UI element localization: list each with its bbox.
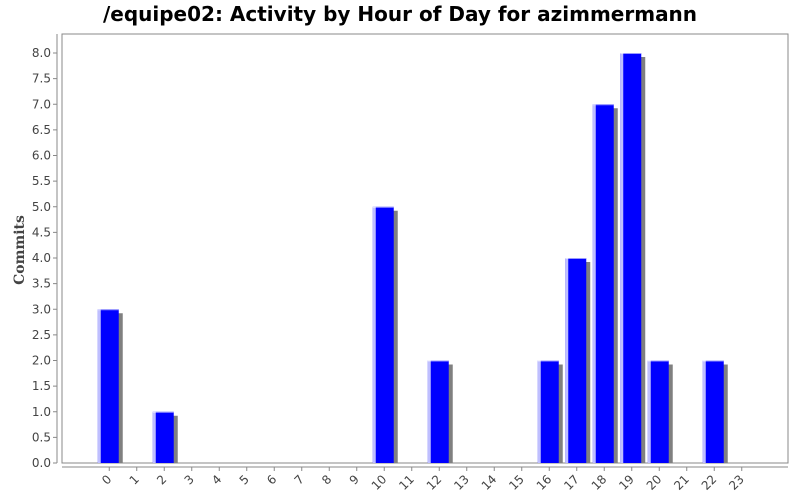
x-tick-label: 18	[589, 472, 610, 493]
bar	[647, 360, 669, 463]
x-tick-label: 19	[616, 472, 637, 493]
chart-title: /equipe02: Activity by Hour of Day for a…	[102, 2, 698, 26]
y-tick-label: 4.5	[32, 225, 51, 239]
y-axis: 0.0 0.5 1.0 1.5 2.0 2.5 3.0 3.5 4.0 4.5 5.0 5.5 6.0 6…	[32, 34, 58, 470]
x-tick-label: 13	[451, 472, 472, 493]
x-tick-label: 1	[127, 472, 142, 487]
x-tick-label: 21	[671, 472, 692, 493]
x-tick-label: 10	[369, 472, 390, 493]
x-axis: 0 1 2 3 4 5 6 7 8 9 10 11 12 13 14 15 16 17 18 19 20 21 22 23	[62, 466, 788, 493]
x-tick-label: 9	[347, 472, 362, 487]
bar	[427, 360, 449, 463]
x-tick-label: 22	[699, 472, 720, 493]
bar-highlight	[620, 53, 624, 463]
x-tick-label: 8	[319, 472, 334, 487]
y-tick-label: 2.0	[32, 354, 51, 368]
y-tick-label: 2.5	[32, 328, 51, 342]
y-tick-label: 1.5	[32, 379, 51, 393]
bar	[565, 258, 587, 463]
bar	[620, 53, 642, 463]
bar	[152, 411, 174, 463]
bar-highlight	[702, 360, 706, 463]
x-tick-label: 12	[424, 472, 445, 493]
y-tick-label: 1.0	[32, 405, 51, 419]
bar	[702, 360, 724, 463]
bar-highlight	[427, 360, 431, 463]
y-tick-label: 0.5	[32, 430, 51, 444]
bar	[537, 360, 559, 463]
bar-highlight	[537, 360, 541, 463]
x-tick-label: 7	[292, 472, 307, 487]
y-tick-label: 6.0	[32, 149, 51, 163]
bar	[372, 206, 394, 463]
x-tick-label: 5	[237, 472, 252, 487]
x-tick-label: 23	[726, 472, 747, 493]
bar-highlight	[152, 411, 156, 463]
bars	[97, 53, 728, 463]
y-tick-label: 7.0	[32, 97, 51, 111]
y-tick-label: 5.0	[32, 200, 51, 214]
y-tick-label: 4.0	[32, 251, 51, 265]
y-tick-label: 8.0	[32, 46, 51, 60]
y-axis-label: Commits	[12, 215, 28, 285]
bar-highlight	[565, 258, 569, 463]
x-tick-label: 15	[506, 472, 527, 493]
x-tick-label: 4	[209, 472, 224, 487]
x-tick-label: 16	[534, 472, 555, 493]
bar-highlight	[647, 360, 651, 463]
x-tick-label: 2	[154, 472, 169, 487]
x-tick-label: 0	[99, 472, 114, 487]
x-tick-label: 11	[396, 472, 417, 493]
x-tick-label: 17	[561, 472, 582, 493]
y-tick-label: 5.5	[32, 174, 51, 188]
bar-highlight	[372, 206, 376, 463]
y-tick-label: 3.0	[32, 302, 51, 316]
x-tick-label: 14	[479, 472, 500, 493]
y-tick-label: 3.5	[32, 277, 51, 291]
y-tick-label: 7.5	[32, 72, 51, 86]
bar	[592, 104, 614, 463]
bar-highlight	[592, 104, 596, 463]
x-tick-label: 20	[644, 472, 665, 493]
y-tick-label: 0.0	[32, 456, 51, 470]
x-tick-label: 3	[182, 472, 197, 487]
bar-highlight	[97, 309, 101, 463]
y-tick-label: 6.5	[32, 123, 51, 137]
plot-area	[61, 33, 789, 464]
x-tick-label: 6	[264, 472, 279, 487]
bar	[97, 309, 119, 463]
